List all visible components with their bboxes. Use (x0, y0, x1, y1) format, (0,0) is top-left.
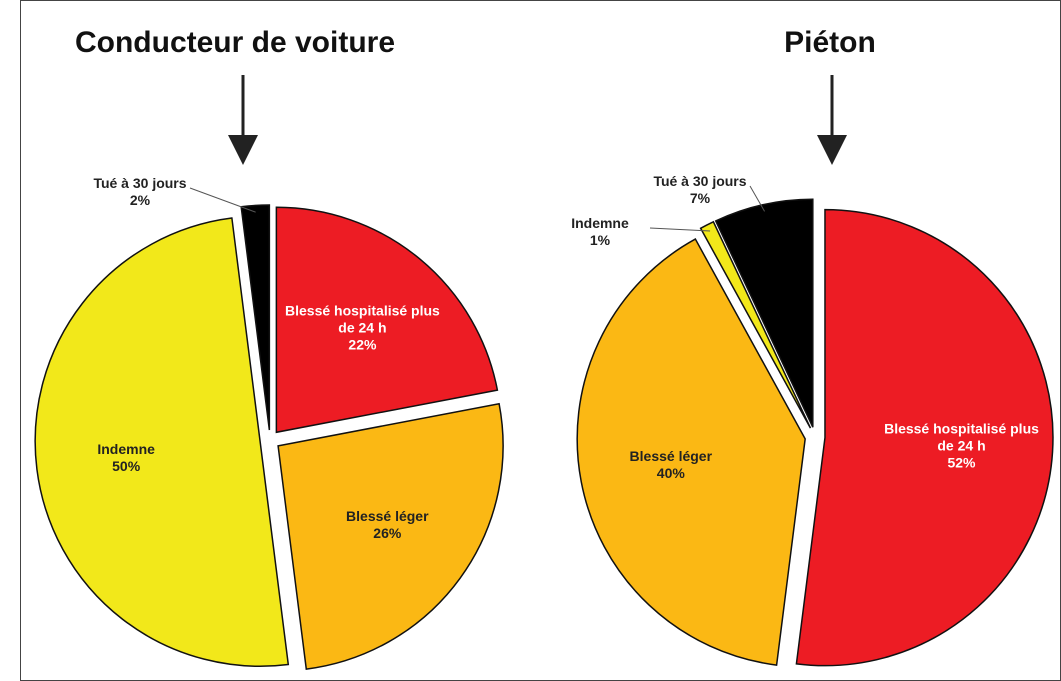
pie-slice (699, 220, 812, 429)
category-label: Blessé hospitalisé plus de 24 h (285, 302, 440, 336)
slice-label: Indemne 50% (46, 441, 206, 475)
pie-slice (277, 402, 504, 670)
value-label: 1% (589, 232, 611, 248)
slice-label: Tué à 30 jours 7% (640, 173, 760, 207)
category-label: Indemne (571, 215, 629, 231)
value-label: 26% (373, 525, 402, 542)
pie-slice (275, 206, 499, 434)
slice-label: Indemne 1% (540, 215, 660, 249)
value-label: 52% (947, 454, 976, 471)
value-label: 50% (112, 458, 141, 475)
value-label: 2% (129, 192, 151, 208)
category-label: Tué à 30 jours (653, 173, 747, 189)
slice-label: Blessé léger 26% (307, 508, 467, 542)
category-label: Blessé léger (346, 508, 429, 525)
pie-slice (795, 208, 1054, 667)
chart-title: Conducteur de voiture (75, 26, 395, 59)
value-label: 7% (689, 190, 711, 206)
leader-line (749, 185, 766, 212)
pie-slice (34, 217, 290, 667)
category-label: Blessé léger (629, 447, 713, 464)
leader-line (649, 227, 711, 232)
category-label: Indemne (97, 441, 155, 458)
chart-title: Piéton (784, 26, 876, 59)
slice-label: Blessé léger 40% (591, 448, 751, 482)
category-label: Tué à 30 jours (93, 175, 187, 191)
category-label: Blessé hospitalisé plus de 24 h (884, 420, 1039, 454)
slice-label: Blessé hospitalisé plus de 24 h 52% (882, 421, 1042, 472)
pie-slice (714, 198, 814, 428)
leader-line (189, 187, 256, 213)
slice-label: Blessé hospitalisé plus de 24 h 22% (282, 303, 442, 354)
slice-label: Tué à 30 jours 2% (80, 175, 200, 209)
value-label: 40% (656, 464, 685, 481)
pie-slice (576, 238, 806, 666)
value-label: 22% (348, 336, 377, 353)
